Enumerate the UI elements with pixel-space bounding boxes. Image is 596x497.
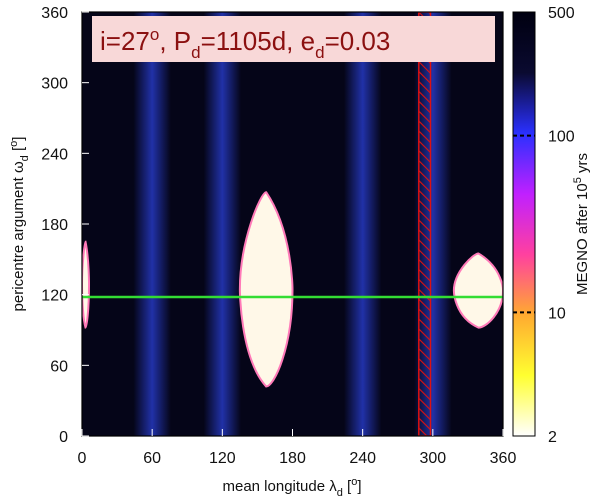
y-tick-label: 120	[41, 288, 68, 305]
stable-region	[238, 191, 294, 388]
colorbar-tick-label: 100	[548, 129, 575, 146]
y-tick-label: 0	[59, 429, 68, 446]
chaotic-band	[203, 12, 242, 436]
title-background	[92, 16, 495, 62]
colorbar	[512, 11, 536, 437]
y-tick-label: 360	[41, 5, 68, 22]
chart-title: i=27o, Pd=1105d, ed=0.03	[92, 16, 495, 62]
colorbar-tick-label: 2	[548, 429, 557, 446]
x-tick-label: 180	[279, 450, 306, 467]
x-axis-label: mean longitude λd [o]	[222, 476, 361, 497]
hatched-band	[418, 12, 432, 436]
chaotic-band	[133, 12, 171, 436]
x-tick-label: 240	[349, 450, 376, 467]
chaotic-band	[343, 12, 382, 436]
x-tick-label: 120	[209, 450, 236, 467]
heatmap-layer	[82, 12, 503, 436]
x-tick-label: 360	[490, 450, 517, 467]
y-axis-label: pericentre argument ωd [o]	[8, 137, 31, 312]
title-text: i=27o, Pd=1105d, ed=0.03	[100, 25, 390, 62]
x-tick-label: 300	[419, 450, 446, 467]
colorbar-label: MEGNO after 105 yrs	[572, 153, 591, 295]
colorbar-tick-label: 10	[548, 305, 566, 322]
y-axis: 0 60 120 180 240 300 360	[41, 5, 89, 446]
y-tick-label: 180	[41, 217, 68, 234]
stable-region	[452, 252, 503, 329]
stable-region	[82, 240, 91, 329]
y-tick-label: 300	[41, 76, 68, 93]
colorbar-ticks: 2 10 100 500	[513, 5, 575, 446]
x-axis: 0 60 120 180 240 300 360	[78, 429, 517, 467]
colorbar-tick-label: 500	[548, 5, 575, 22]
y-tick-label: 60	[50, 358, 68, 375]
x-tick-label: 60	[143, 450, 161, 467]
x-tick-label: 0	[78, 450, 87, 467]
y-tick-label: 240	[41, 146, 68, 163]
